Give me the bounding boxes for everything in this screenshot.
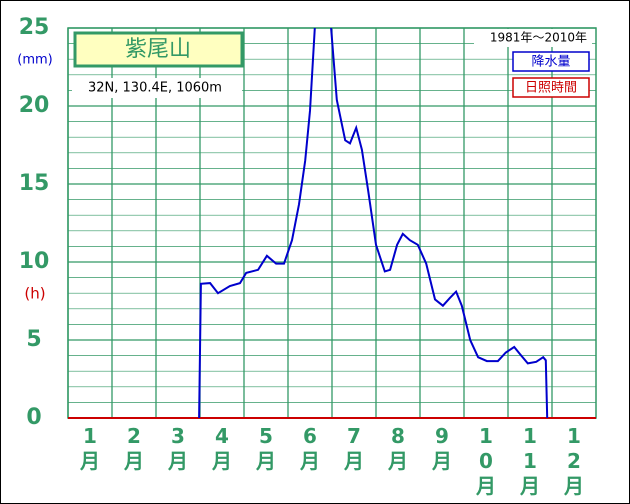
y-tick-label: 20 xyxy=(19,93,50,118)
x-tick-label: 4月 xyxy=(212,424,232,473)
y-unit: (mm) xyxy=(17,53,52,68)
x-tick-label: 7月 xyxy=(344,424,364,473)
legend-box xyxy=(512,77,590,98)
x-tick-label: 10月 xyxy=(476,424,496,498)
subtitle: 32N, 130.4E, 1060m xyxy=(88,81,222,96)
y-tick-label: 25 xyxy=(19,15,50,40)
x-tick-label: 8月 xyxy=(388,424,408,473)
period-bg xyxy=(474,29,592,47)
plot xyxy=(68,28,596,419)
x-tick-label: 9月 xyxy=(432,424,452,473)
title-box xyxy=(73,31,244,68)
x-tick-label: 5月 xyxy=(256,424,276,473)
x-tick-label: 3月 xyxy=(168,424,188,473)
y2-unit: (h) xyxy=(24,285,45,303)
x-tick-label: 6月 xyxy=(300,424,320,473)
chart-title: 紫尾山 xyxy=(125,37,191,62)
series-line xyxy=(198,28,549,419)
period: 1981年～2010年 xyxy=(490,31,587,45)
legend-label: 日照時間 xyxy=(525,81,577,96)
y-tick-label: 0 xyxy=(26,405,41,430)
x-tick-label: 12月 xyxy=(564,424,584,498)
x-tick-label: 11月 xyxy=(520,424,540,498)
subtitle-bg xyxy=(72,78,242,98)
y-tick-label: 15 xyxy=(19,171,50,196)
legend-label: 降水量 xyxy=(531,55,570,70)
x-tick-label: 2月 xyxy=(124,424,144,473)
y-tick-label: 5 xyxy=(26,327,41,352)
y-tick-label: 10 xyxy=(19,249,50,274)
legend-box xyxy=(512,51,590,72)
x-tick-label: 1月 xyxy=(80,424,100,473)
